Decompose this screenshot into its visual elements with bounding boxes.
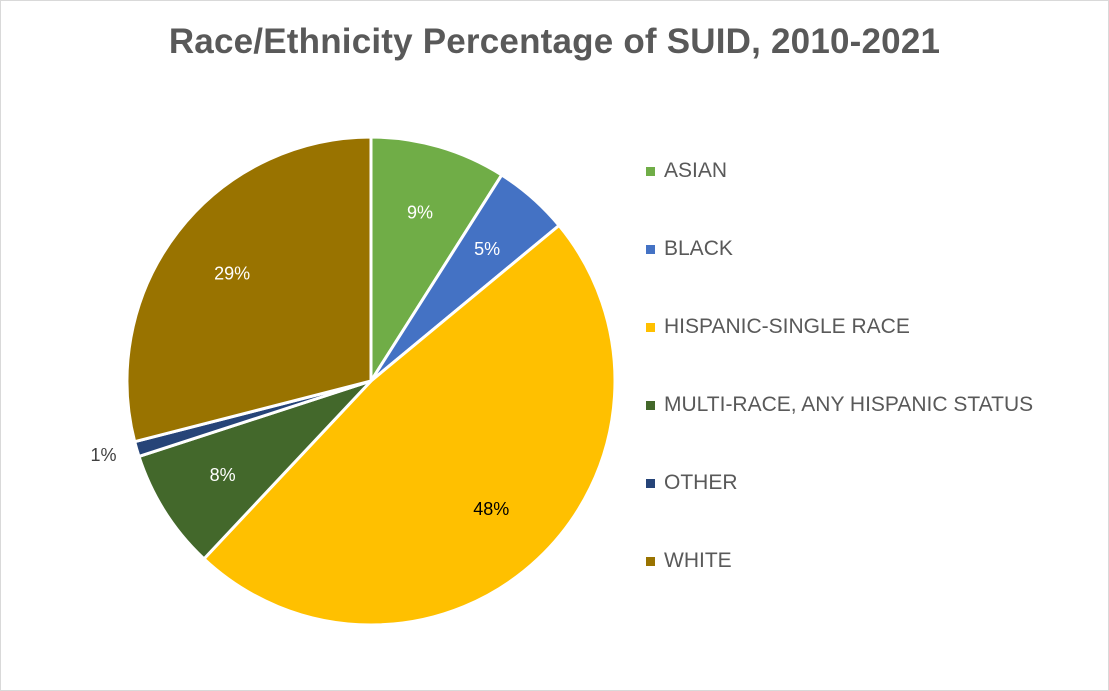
legend-swatch — [646, 557, 655, 566]
legend-item-black: BLACK — [646, 229, 1106, 307]
legend-swatch — [646, 167, 655, 176]
legend-swatch — [646, 245, 655, 254]
legend-item-multi-race-any-hispanic-status: MULTI-RACE, ANY HISPANIC STATUS — [646, 385, 1106, 463]
data-label-multi-race-any-hispanic-status: 8% — [210, 465, 236, 485]
legend-label: ASIAN — [664, 159, 728, 182]
pie-slice-white — [125, 135, 373, 444]
legend-item-hispanic-single-race: HISPANIC-SINGLE RACE — [646, 307, 1106, 385]
legend-item-other: OTHER — [646, 463, 1106, 541]
data-label-asian: 9% — [407, 202, 433, 222]
legend-label: HISPANIC-SINGLE RACE — [664, 315, 910, 338]
pie-slice-multi-race-any-hispanic-status — [137, 379, 373, 561]
legend-item-asian: ASIAN — [646, 151, 1106, 229]
legend-item-white: WHITE — [646, 541, 1106, 619]
data-label-other: 1% — [91, 445, 117, 465]
data-label-black: 5% — [474, 239, 500, 259]
legend-label: BLACK — [664, 237, 733, 260]
chart-title: Race/Ethnicity Percentage of SUID, 2010-… — [168, 22, 941, 61]
pie-slice-hispanic-single-race — [202, 223, 617, 627]
data-label-hispanic-single-race: 48% — [473, 499, 509, 519]
data-label-white: 29% — [214, 263, 250, 283]
legend-label: MULTI-RACE, ANY HISPANIC STATUS — [664, 393, 1034, 416]
legend-swatch — [646, 323, 655, 332]
legend-swatch — [646, 479, 655, 488]
legend-swatch — [646, 401, 655, 410]
legend: ASIAN BLACK HISPANIC-SINGLE RACE MULTI-RACE… — [646, 151, 1106, 619]
legend-label: OTHER — [664, 471, 738, 494]
pie-slice-asian — [369, 135, 504, 383]
legend-label: WHITE — [664, 549, 732, 572]
